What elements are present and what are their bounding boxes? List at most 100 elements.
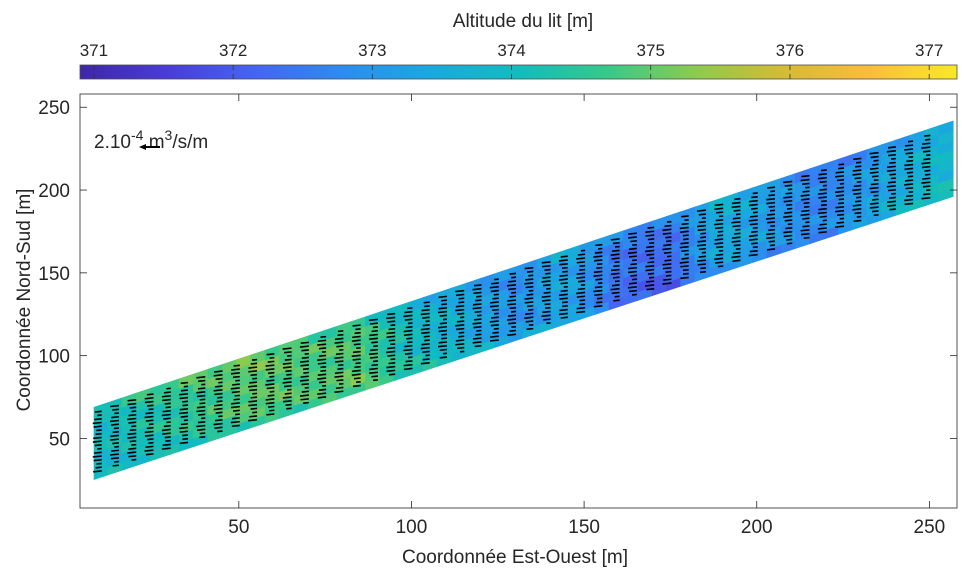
transport-vector [663,243,672,247]
transport-vector [198,413,206,416]
transport-vector [576,295,586,298]
transport-vector [475,333,482,336]
transport-vector [162,398,171,402]
transport-vector [817,176,827,180]
transport-vector [299,394,309,397]
transport-vector [595,243,603,247]
transport-vector [94,410,102,413]
transport-vector [853,219,862,223]
transport-vector [109,453,120,456]
transport-vector [594,285,603,289]
transport-vector [441,337,448,340]
transport-vector [265,398,275,401]
transport-vector [627,251,637,255]
transport-vector [734,197,741,201]
transport-vector [611,284,620,287]
transport-vector [819,180,827,184]
transport-vector [92,440,102,443]
transport-vector [679,226,689,230]
transport-vector [628,236,637,239]
transport-vector [904,179,914,182]
transport-vector [199,398,206,401]
transport-vector [852,173,862,176]
transport-vector [541,314,551,318]
transport-vector [302,367,309,371]
transport-vector [748,253,758,257]
transport-vector [869,202,879,205]
transport-vector [489,285,499,289]
transport-vector [472,337,482,340]
transport-vector [526,293,534,296]
transport-vector [921,165,931,169]
transport-vector [282,381,292,384]
transport-vector [248,385,258,388]
transport-vector [472,341,482,344]
transport-vector [887,153,896,157]
transport-vector [800,213,810,217]
transport-vector [249,381,258,384]
transport-vector [904,163,914,167]
transport-vector [801,209,810,213]
transport-vector [127,399,137,402]
transport-vector [127,432,137,436]
transport-vector [593,289,603,293]
transport-vector [474,310,482,313]
transport-vector [800,194,810,197]
transport-vector [335,352,344,356]
transport-vector [749,222,758,226]
transport-vector [283,377,292,380]
transport-vector [508,280,517,283]
transport-vector [855,161,862,164]
transport-vector [853,184,862,188]
transport-vector [921,181,931,184]
transport-vector [352,335,361,339]
transport-vector [576,276,586,279]
transport-vector [303,371,309,374]
transport-vector [439,322,448,325]
transport-vector [438,295,448,299]
transport-vector [821,200,827,203]
transport-vector [334,390,344,393]
transport-vector [869,151,879,155]
transport-vector [835,190,845,194]
transport-vector [715,261,724,264]
transport-vector [922,177,931,180]
transport-vector [855,200,862,203]
transport-vector [543,291,551,294]
transport-vector [300,398,309,401]
transport-vector [196,428,206,431]
transport-vector [386,331,396,335]
transport-vector [196,406,206,409]
transport-vector [784,184,793,187]
transport-vector [921,161,931,165]
transport-vector [128,447,137,450]
transport-vector [870,182,879,186]
transport-vector [422,324,430,327]
transport-vector [230,405,240,409]
transport-vector [628,255,637,258]
transport-vector [698,255,707,258]
transport-vector [836,178,845,182]
transport-vector [301,349,309,352]
transport-vector [198,379,206,383]
transport-vector [819,223,827,226]
transport-vector [317,339,327,343]
transport-vector [420,346,430,350]
transport-vector [369,356,379,359]
scale-annotation: 2.10-4 m3/s/m [94,127,208,153]
transport-vector [369,333,379,337]
transport-vector [233,409,240,412]
transport-vector [541,264,551,268]
transport-vector [680,276,689,280]
transport-vector [161,428,171,432]
transport-vector [768,240,776,243]
transport-vector [473,291,482,295]
transport-vector [888,188,896,192]
transport-vector [665,270,672,273]
transport-vector [457,312,465,315]
transport-vector [439,356,448,359]
transport-vector [731,236,741,239]
transport-vector [179,396,189,400]
transport-vector [856,196,862,199]
transport-vector [441,299,448,302]
